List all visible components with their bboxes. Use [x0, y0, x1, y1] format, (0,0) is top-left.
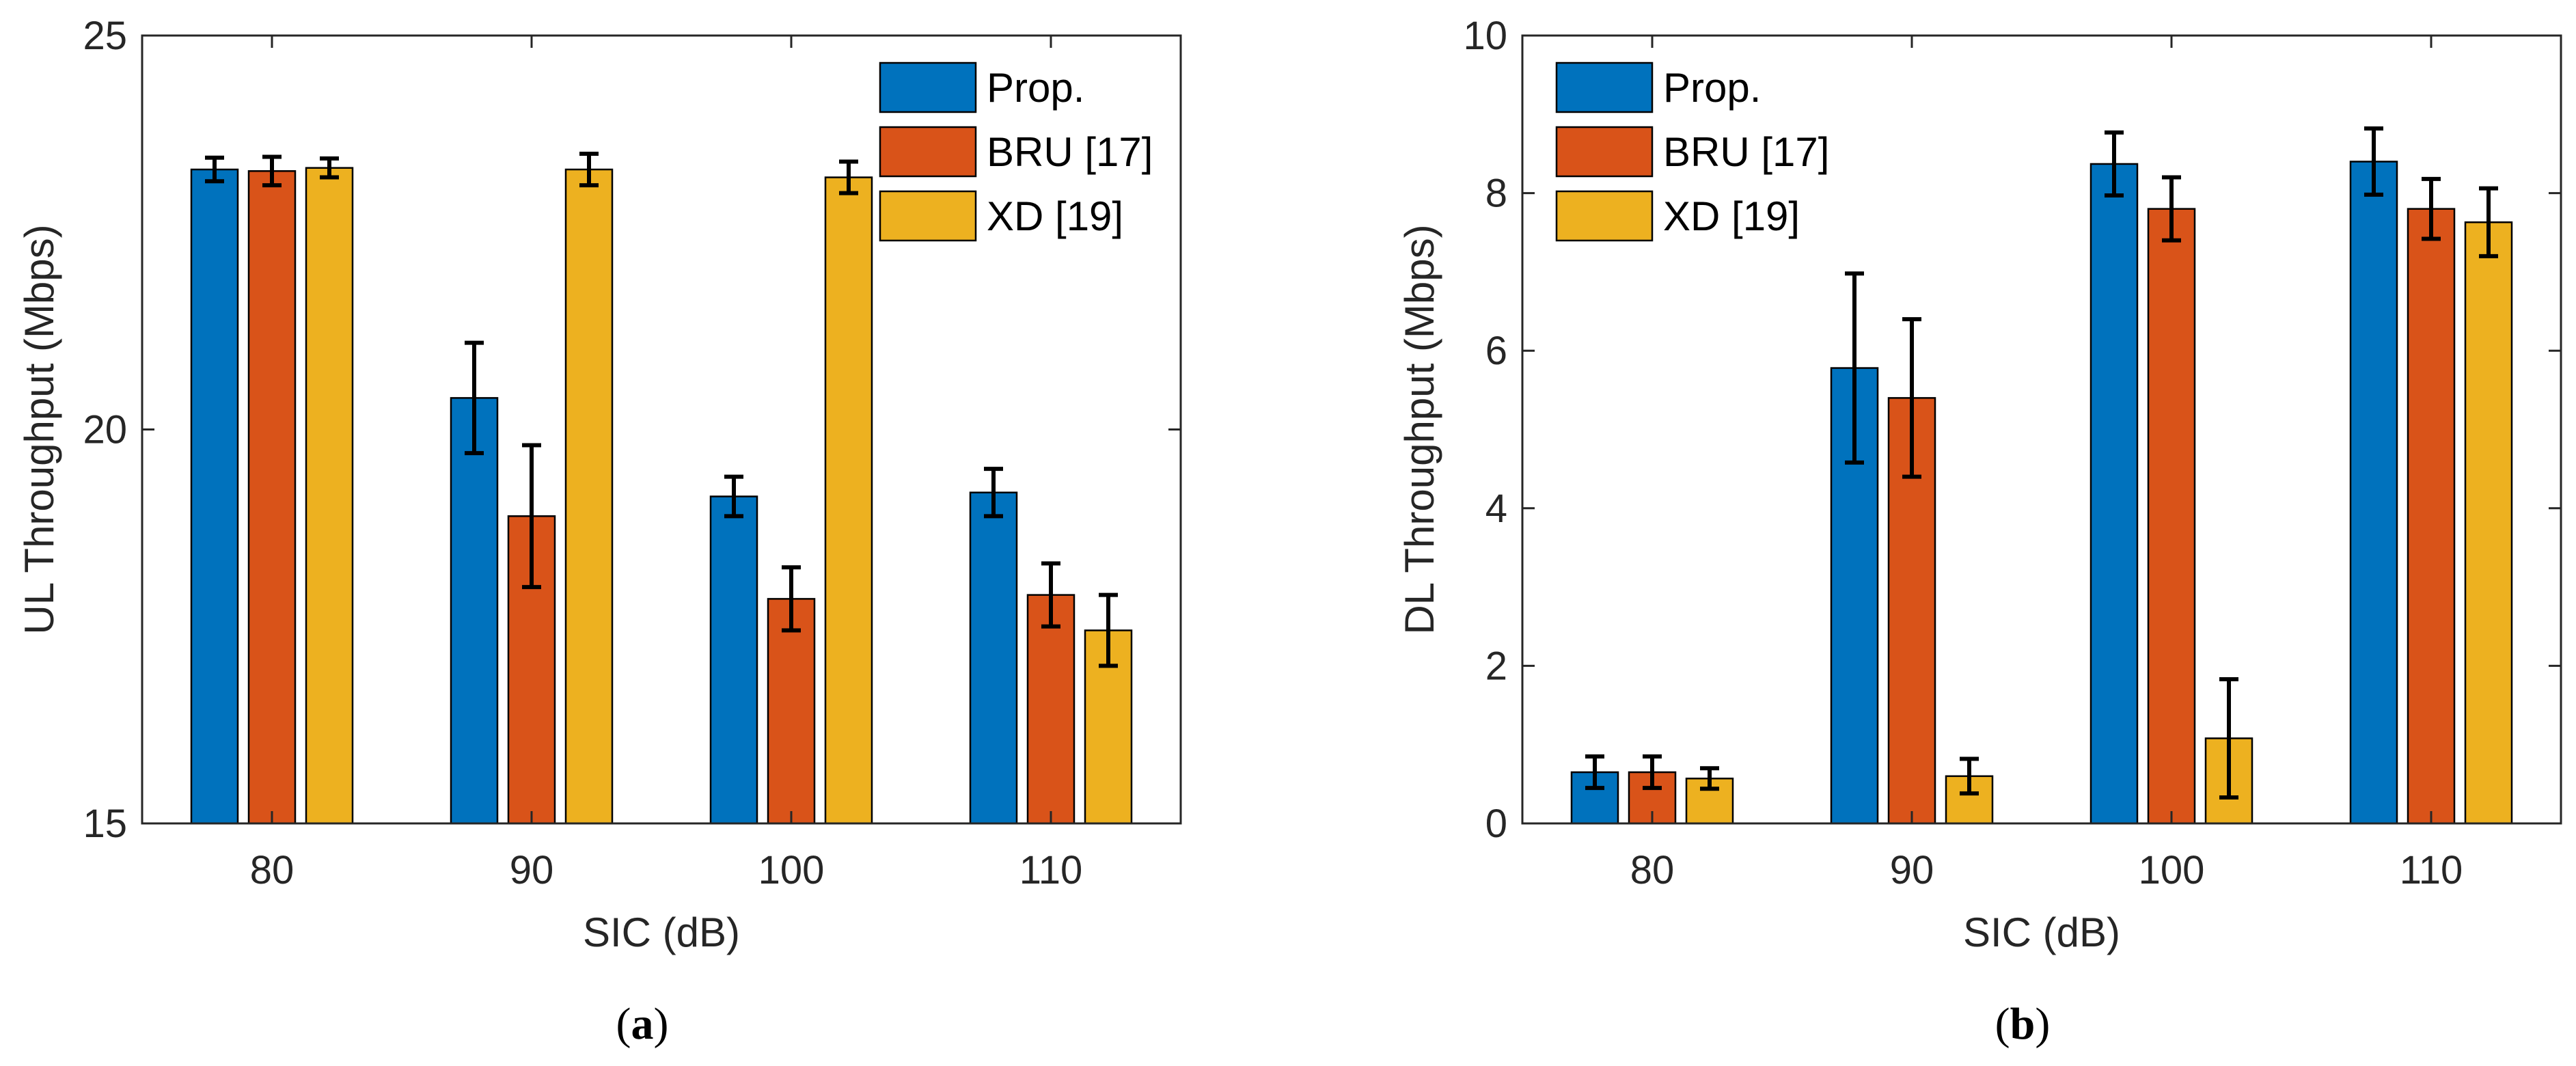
- errorbar-a-0-110: [984, 467, 1003, 519]
- bar-a-bru-17--110: [1026, 594, 1075, 825]
- bar-b-xd-19--110: [2464, 221, 2513, 825]
- bar-b-xd-19--90: [1945, 775, 1994, 825]
- errorbar-b-0-80: [1585, 754, 1604, 791]
- errorbar-b-2-100: [2219, 677, 2238, 800]
- errorbar-a-2-110: [1099, 592, 1118, 668]
- errorbar-a-2-100: [839, 159, 858, 195]
- errorbar-b-2-80: [1700, 766, 1719, 791]
- legend-label-b-2: XD [19]: [1663, 193, 1800, 239]
- legend-swatch-b-0: [1555, 62, 1654, 113]
- legend-b: Prop. BRU [17] XD [19]: [1555, 62, 1829, 242]
- chart-dl-throughput: 0 2 4 6 8 10 80 90 100 110 SIC (dB) DL Throughput (…: [1397, 14, 2562, 955]
- x-tick-label-b-90: 90: [1890, 848, 1934, 892]
- errorbar-b-1-80: [1643, 754, 1662, 791]
- bar-b-bru-17--100: [2147, 208, 2196, 825]
- y-tick-label-a-20: 20: [83, 408, 127, 452]
- y-tick-label-b-0: 0: [1485, 802, 1507, 846]
- legend-label-b-1: BRU [17]: [1663, 129, 1829, 175]
- bar-a-xd-19--90: [564, 168, 614, 825]
- legend-swatch-a-1: [879, 126, 977, 178]
- y-axis-title-b: DL Throughput (Mbps): [1397, 224, 1442, 634]
- legend-label-a-0: Prop.: [987, 65, 1084, 111]
- x-axis-title-a: SIC (dB): [583, 910, 740, 955]
- errorbar-a-0-90: [465, 340, 484, 456]
- errorbar-b-1-110: [2422, 176, 2441, 241]
- errorbar-b-1-100: [2162, 175, 2181, 243]
- y-tick-label-b-2: 2: [1485, 644, 1507, 688]
- errorbar-b-2-110: [2479, 186, 2498, 258]
- bar-a-prop--90: [450, 397, 499, 825]
- panel-label-b: (b): [1995, 999, 2051, 1049]
- y-tick-label-b-6: 6: [1485, 329, 1507, 373]
- x-tick-label-b-80: 80: [1630, 848, 1675, 892]
- errorbar-a-1-80: [262, 154, 282, 188]
- x-tick-label-a-90: 90: [510, 848, 554, 892]
- chart-ul-throughput: 15 20 25 80 90 100 110 SIC (dB) UL Throughput (M…: [16, 14, 1182, 955]
- bar-a-prop--80: [190, 168, 239, 825]
- panel-label-a: (a): [616, 999, 669, 1049]
- bar-a-bru-17--80: [247, 170, 297, 825]
- y-tick-label-b-10: 10: [1463, 14, 1507, 58]
- errorbar-b-2-90: [1960, 756, 1979, 796]
- legend-label-a-2: XD [19]: [987, 193, 1123, 239]
- errorbar-b-0-110: [2364, 126, 2383, 197]
- bar-b-prop--110: [2349, 161, 2398, 825]
- legend-swatch-b-1: [1555, 126, 1654, 178]
- errorbar-a-0-100: [724, 474, 743, 519]
- x-tick-label-a-110: 110: [1019, 848, 1082, 892]
- x-axis-title-b: SIC (dB): [1963, 910, 2120, 955]
- errorbar-a-1-110: [1041, 561, 1060, 629]
- y-tick-label-b-4: 4: [1485, 487, 1507, 531]
- bar-a-bru-17--100: [767, 598, 816, 825]
- bar-b-bru-17--110: [2407, 208, 2456, 825]
- errorbar-a-1-90: [522, 443, 541, 590]
- legend-swatch-a-0: [879, 62, 977, 113]
- bar-a-xd-19--100: [824, 176, 873, 825]
- axes-box-b: [1521, 34, 2562, 825]
- x-tick-label-a-100: 100: [758, 848, 825, 892]
- bar-a-xd-19--110: [1084, 629, 1133, 825]
- x-tick-label-b-110: 110: [2400, 848, 2463, 892]
- errorbar-a-0-80: [205, 155, 224, 184]
- x-tick-label-a-80: 80: [250, 848, 294, 892]
- y-tick-label-a-15: 15: [83, 802, 127, 846]
- errorbar-b-0-100: [2105, 130, 2124, 198]
- bar-a-prop--110: [969, 491, 1018, 825]
- y-tick-label-a-25: 25: [83, 14, 127, 58]
- errorbar-a-1-100: [782, 565, 801, 633]
- errorbar-a-2-80: [320, 156, 339, 180]
- y-tick-label-b-8: 8: [1485, 172, 1507, 216]
- legend-swatch-b-2: [1555, 190, 1654, 242]
- bar-b-prop--100: [2089, 163, 2139, 825]
- y-axis-title-a: UL Throughput (Mbps): [16, 224, 62, 634]
- legend-label-a-1: BRU [17]: [987, 129, 1153, 175]
- bar-a-prop--100: [709, 495, 758, 825]
- errorbar-b-1-90: [1902, 317, 1921, 479]
- errorbar-a-2-90: [579, 151, 599, 188]
- x-tick-label-b-100: 100: [2139, 848, 2205, 892]
- legend-a: Prop. BRU [17] XD [19]: [879, 62, 1153, 242]
- legend-swatch-a-2: [879, 190, 977, 242]
- legend-label-b-0: Prop.: [1663, 65, 1761, 111]
- bar-a-xd-19--80: [305, 167, 354, 825]
- errorbar-b-0-90: [1845, 271, 1864, 465]
